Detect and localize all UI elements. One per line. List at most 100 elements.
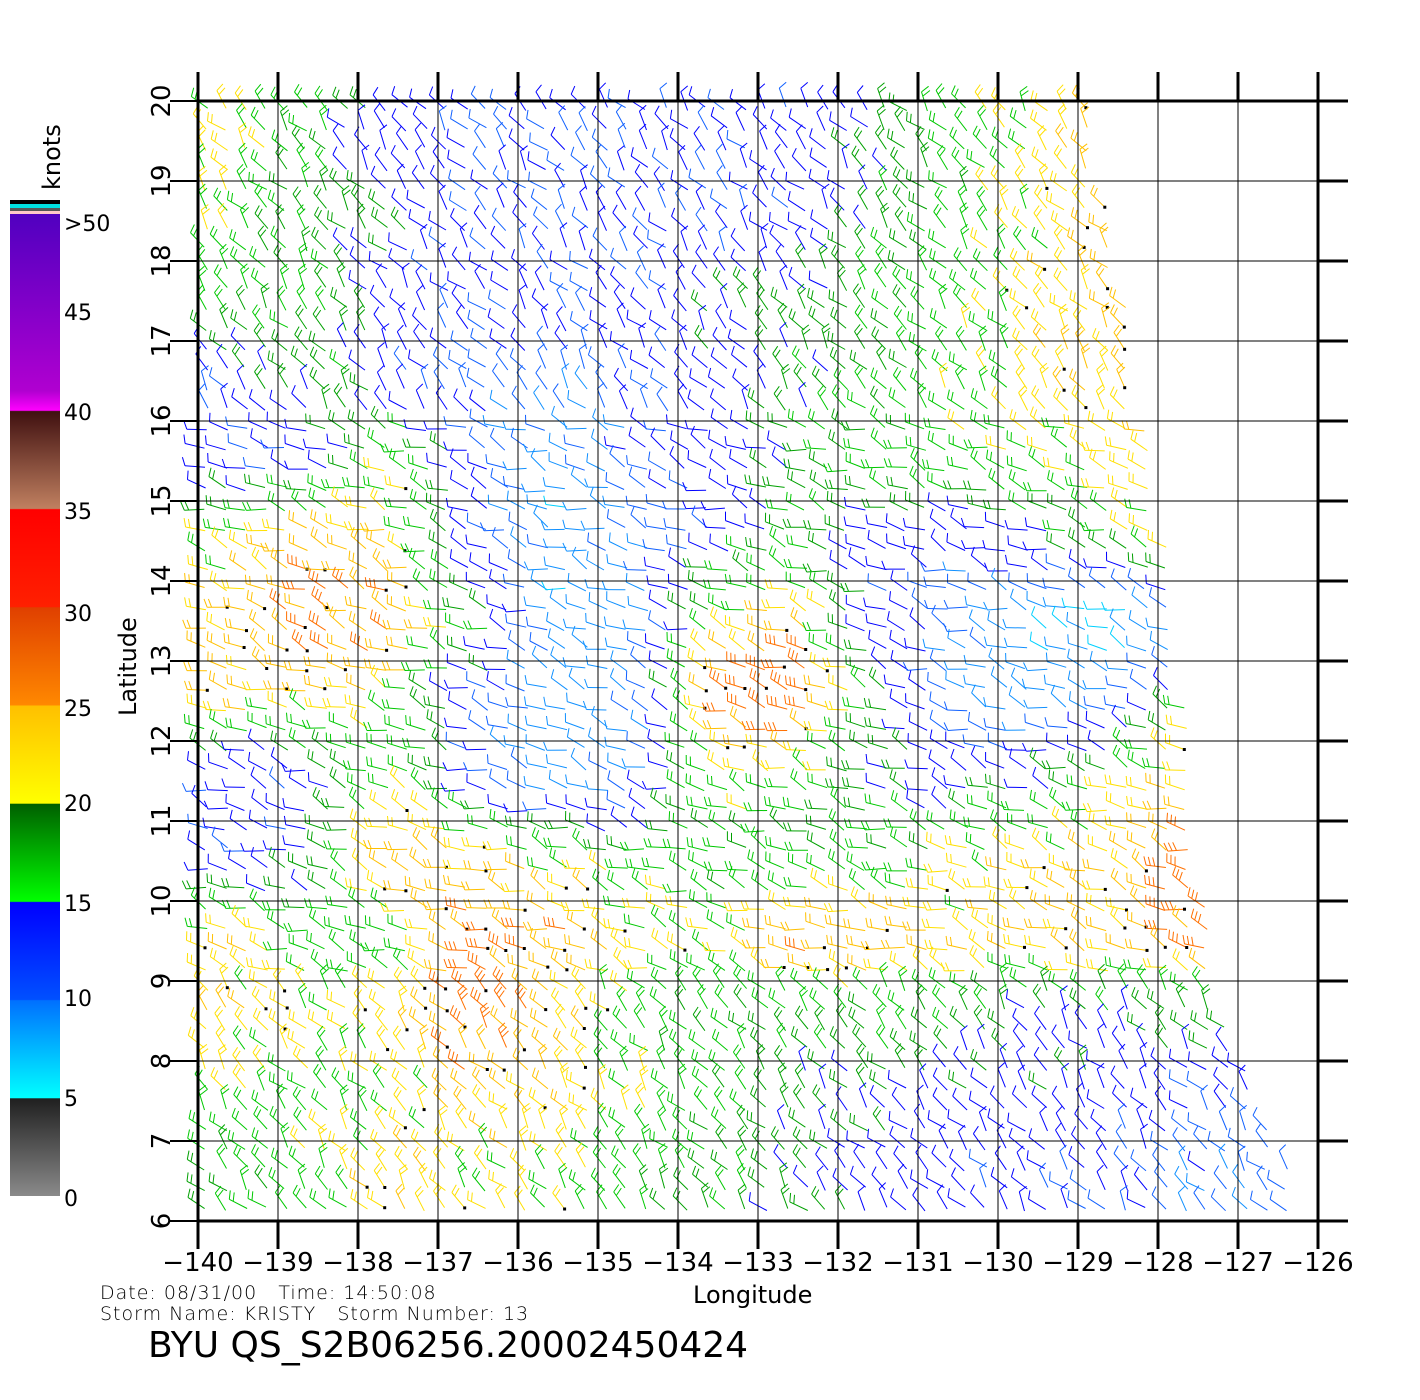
wind-barb <box>681 500 706 510</box>
barb-shaft <box>224 605 245 611</box>
wind-barb <box>363 475 385 490</box>
barb-feather <box>356 287 363 295</box>
barb-feather <box>886 476 889 486</box>
barb-shaft <box>907 580 927 588</box>
barb-shaft <box>775 251 788 269</box>
barb-feather <box>470 466 475 476</box>
barb-shaft <box>327 116 345 128</box>
barb-shaft <box>845 505 866 511</box>
wind-barb <box>187 531 206 552</box>
barb-feather <box>1056 270 1062 280</box>
barb-shaft <box>251 654 268 669</box>
barb-shaft <box>506 658 525 669</box>
wind-barb <box>468 587 486 609</box>
barb-feather <box>213 572 217 583</box>
barb-feather <box>246 501 252 511</box>
barb-feather <box>242 501 247 511</box>
barb-feather <box>888 348 891 358</box>
barb-feather <box>343 521 348 530</box>
barb-feather <box>808 305 813 315</box>
wind-barb <box>299 363 308 390</box>
wind-barb <box>493 105 507 130</box>
barb-feather <box>873 229 878 239</box>
barb-feather <box>321 602 327 611</box>
wind-barb <box>797 283 807 309</box>
barb-shaft <box>769 534 786 548</box>
barb-feather <box>502 420 507 430</box>
barb-shaft <box>725 682 746 689</box>
barb-feather <box>1044 636 1047 646</box>
barb-feather <box>1092 451 1097 461</box>
barb-shaft <box>530 196 548 210</box>
barb-feather <box>310 526 315 536</box>
wind-barb <box>966 494 988 509</box>
barb-feather <box>786 442 792 452</box>
barb-feather <box>808 632 810 642</box>
barb-feather <box>807 675 811 685</box>
barb-feather <box>234 85 241 94</box>
barb-feather <box>992 352 996 362</box>
barb-shaft <box>327 641 347 650</box>
barb-feather <box>702 518 706 528</box>
barb-feather <box>991 87 996 96</box>
barb-shaft <box>296 210 306 230</box>
wind-barb <box>618 384 628 410</box>
wind-barb <box>363 658 387 671</box>
barb-shaft <box>809 136 826 150</box>
barb-feather <box>772 528 777 538</box>
barb-feather <box>241 207 249 214</box>
wind-barb <box>1039 362 1049 388</box>
barb-shaft <box>253 330 266 348</box>
barb-shaft <box>249 636 265 651</box>
barb-feather <box>482 415 486 425</box>
barb-shaft <box>909 615 926 630</box>
barb-feather <box>920 142 928 149</box>
wind-barb <box>889 492 909 511</box>
barb-shaft <box>346 604 367 610</box>
rain-flag-dot <box>385 648 389 652</box>
wind-barb <box>295 304 308 330</box>
barb-shaft <box>327 542 347 550</box>
barb-feather <box>321 560 326 570</box>
barb-feather <box>847 438 850 448</box>
barb-shaft <box>827 238 847 249</box>
barb-feather <box>957 184 965 192</box>
barb-feather <box>1012 266 1017 275</box>
wind-barb <box>244 473 266 488</box>
barb-feather <box>1008 572 1010 582</box>
barb-feather <box>748 211 752 221</box>
barb-shaft <box>405 524 425 529</box>
wind-barb <box>438 184 448 210</box>
barb-shaft <box>786 448 807 452</box>
barb-feather <box>712 267 718 276</box>
barb-shaft <box>1088 575 1106 589</box>
barb-shaft <box>305 683 325 690</box>
barb-feather <box>826 657 831 667</box>
barb-feather <box>221 458 226 468</box>
barb-feather <box>267 350 270 360</box>
barb-feather <box>894 106 901 114</box>
wind-barb <box>715 203 728 229</box>
barb-shaft <box>565 463 585 471</box>
barb-shaft <box>1051 218 1068 232</box>
wind-barb <box>770 109 787 131</box>
barb-shaft <box>809 660 828 672</box>
barb-feather <box>1050 210 1055 220</box>
wind-barb <box>567 572 587 592</box>
wind-barb <box>1011 206 1028 229</box>
barb-feather <box>198 147 206 155</box>
wind-barb <box>942 480 967 490</box>
barb-feather <box>720 600 725 610</box>
barb-shaft <box>525 423 545 431</box>
wind-barb <box>978 365 988 391</box>
barb-feather <box>203 598 208 608</box>
barb-feather <box>831 408 835 418</box>
barb-feather <box>507 549 511 559</box>
barb-shaft <box>732 376 748 391</box>
barb-feather <box>266 574 269 584</box>
barb-feather <box>708 560 713 570</box>
barb-feather <box>943 599 949 609</box>
wind-barb <box>1109 451 1129 469</box>
barb-feather <box>570 85 576 95</box>
wind-barb <box>1088 212 1108 232</box>
